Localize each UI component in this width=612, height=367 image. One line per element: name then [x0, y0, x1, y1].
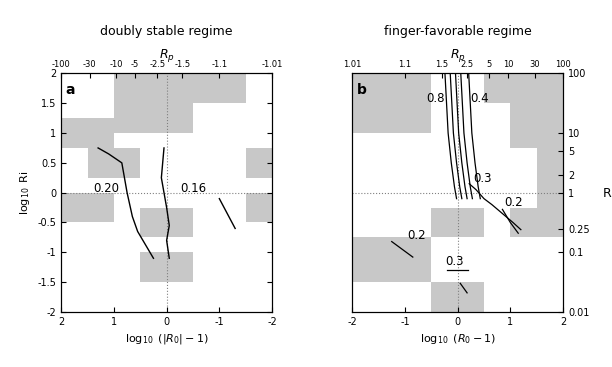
Bar [537, 148, 563, 208]
Bar [352, 73, 431, 133]
Bar [352, 237, 431, 282]
Bar [140, 208, 193, 237]
Bar [484, 73, 563, 103]
Bar [510, 103, 563, 148]
X-axis label: $R_p$: $R_p$ [159, 47, 174, 64]
Bar [88, 148, 140, 178]
Text: b: b [356, 83, 366, 97]
Text: 0.16: 0.16 [180, 182, 206, 195]
Bar [61, 118, 114, 148]
Title: finger-favorable regime: finger-favorable regime [384, 25, 531, 37]
Text: 0.8: 0.8 [426, 92, 445, 105]
Bar [114, 73, 193, 133]
Bar [431, 208, 484, 237]
Bar [245, 148, 272, 178]
Text: 0.3: 0.3 [446, 255, 465, 268]
Text: 0.4: 0.4 [471, 92, 489, 105]
Y-axis label: $\log_{10}\ \mathrm{Ri}$: $\log_{10}\ \mathrm{Ri}$ [18, 170, 32, 215]
Bar [510, 208, 563, 237]
Title: doubly stable regime: doubly stable regime [100, 25, 233, 37]
Text: 0.2: 0.2 [504, 196, 523, 209]
Bar [140, 252, 193, 282]
Text: 0.2: 0.2 [407, 229, 426, 241]
X-axis label: $\log_{10}\ (|R_0| - 1)$: $\log_{10}\ (|R_0| - 1)$ [125, 333, 209, 346]
Text: a: a [65, 83, 75, 97]
Bar [431, 282, 484, 312]
Text: 0.3: 0.3 [474, 172, 492, 185]
X-axis label: $\log_{10}\ (R_0 - 1)$: $\log_{10}\ (R_0 - 1)$ [419, 333, 496, 346]
Text: 0.20: 0.20 [93, 182, 119, 195]
Bar [245, 193, 272, 222]
Y-axis label: $\mathrm{Ri}$: $\mathrm{Ri}$ [602, 186, 612, 200]
Bar [193, 73, 245, 103]
X-axis label: $R_p$: $R_p$ [450, 47, 466, 64]
Bar [61, 193, 114, 222]
